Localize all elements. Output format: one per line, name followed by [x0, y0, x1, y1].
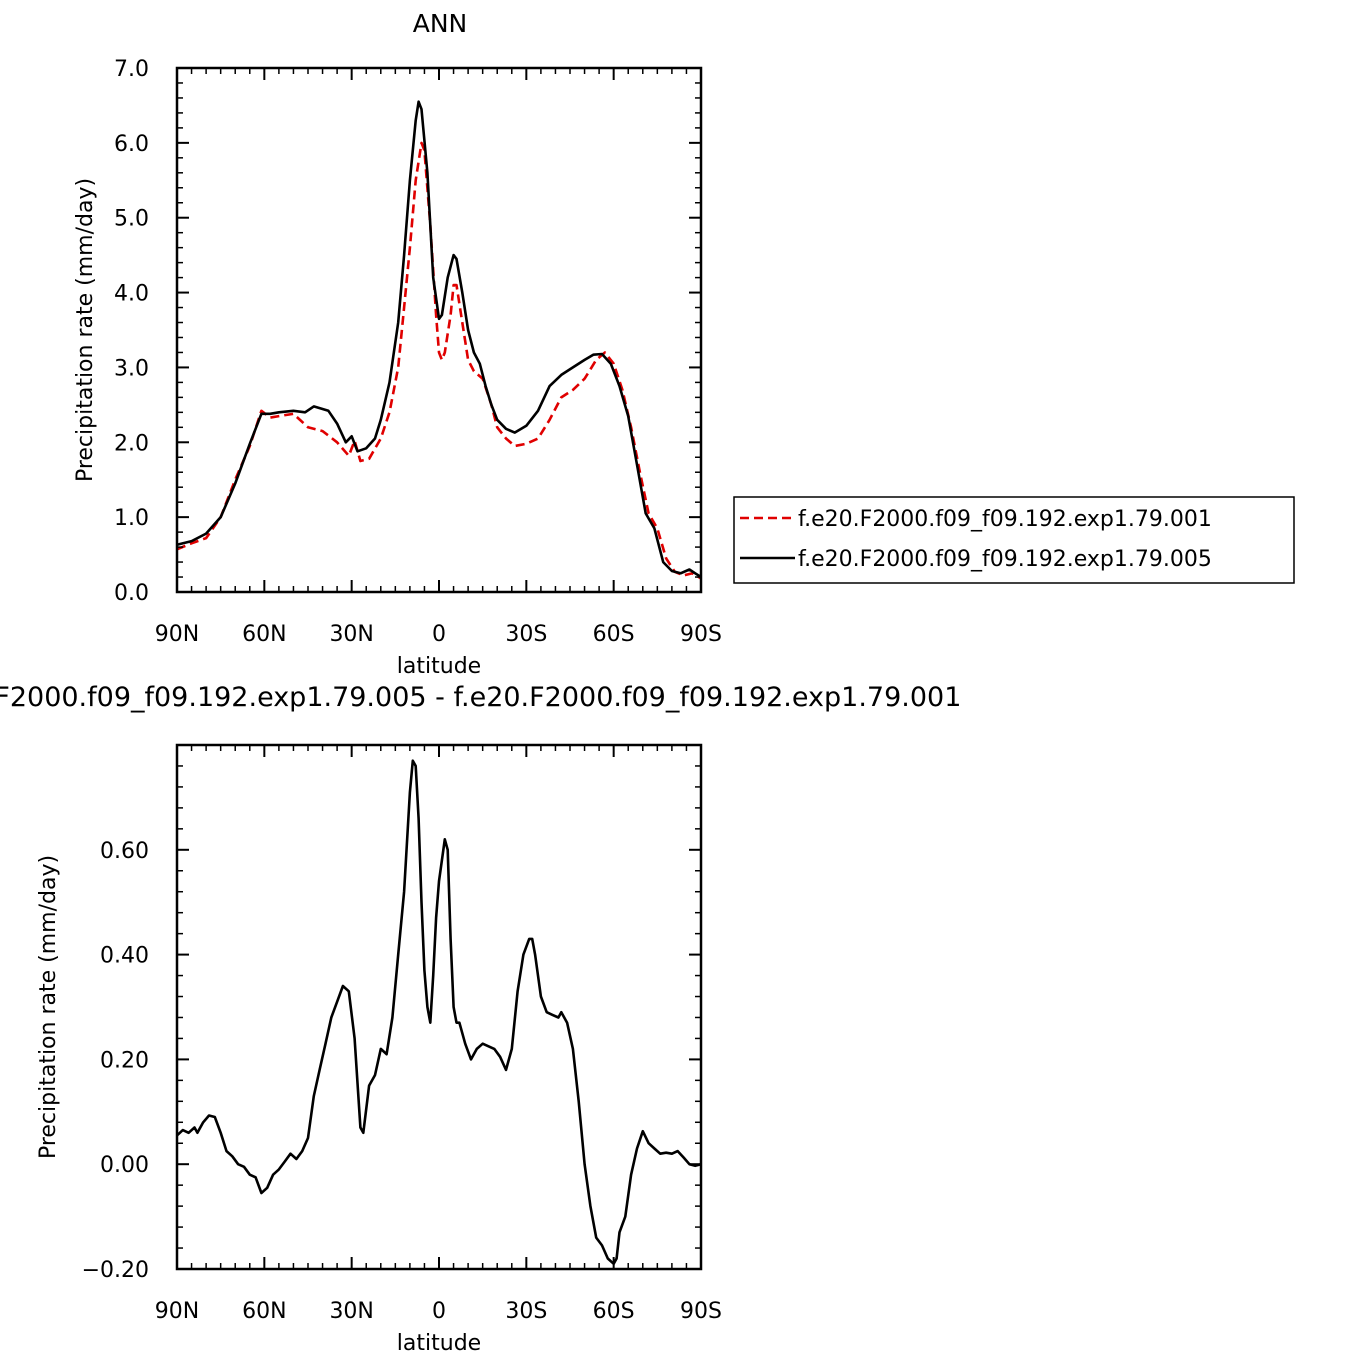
bottom-ylabel: Precipitation rate (mm/day): [36, 855, 61, 1159]
top-y-tick-label: 6.0: [114, 132, 149, 157]
bottom-x-tick-label: 60S: [593, 1299, 635, 1324]
top-series-line-1: [176, 141, 702, 580]
top-y-tick-label: 2.0: [114, 431, 149, 456]
legend: f.e20.F2000.f09_f09.192.exp1.79.001 f.e2…: [733, 496, 1295, 584]
bottom-plot-frame: [175, 743, 703, 1271]
top-y-tick-label: 0.0: [114, 581, 149, 606]
bottom-y-tick-label: 0.20: [100, 1048, 149, 1073]
top-ticks: 90N 60N 30N 0 30S 60S 90S 0.0 1.0 2.0 3.0 4.0 5.0 6.0…: [114, 57, 722, 647]
bottom-ticks: 90N 60N 30N 0 30S 60S 90S −0.20 0.00 0.20 0.40 0.60: [82, 744, 722, 1324]
top-x-tick-label: 0: [432, 622, 446, 647]
top-xlabel: latitude: [397, 654, 481, 679]
legend-label-series-2: f.e20.F2000.f09_f09.192.exp1.79.005: [798, 547, 1212, 572]
bottom-xlabel: latitude: [397, 1331, 481, 1356]
top-x-tick-label: 30N: [329, 622, 373, 647]
bottom-y-tick-label: 0.60: [100, 839, 149, 864]
top-x-tick-label: 90S: [680, 622, 722, 647]
top-series-layer: [176, 100, 702, 580]
bottom-x-tick-label: 90S: [680, 1299, 722, 1324]
top-y-tick-label: 5.0: [114, 207, 149, 232]
top-ylabel: Precipitation rate (mm/day): [73, 178, 98, 482]
bottom-y-tick-label: −0.20: [82, 1258, 149, 1283]
top-x-tick-label: 60N: [242, 622, 286, 647]
top-y-tick-label: 7.0: [114, 57, 149, 82]
top-y-tick-label: 1.0: [114, 506, 149, 531]
top-panel: ANN 90N 60N 30N 0 30S 60S 90S 0.0 1.0 2.0 3.0 4.0 5.…: [73, 9, 1295, 679]
top-title: ANN: [413, 9, 468, 38]
top-plot-frame: [175, 66, 703, 594]
legend-label-series-1: f.e20.F2000.f09_f09.192.exp1.79.001: [798, 507, 1212, 532]
bottom-series-line-1: [176, 759, 702, 1266]
bottom-x-tick-label: 30N: [329, 1299, 373, 1324]
bottom-x-tick-label: 90N: [155, 1299, 199, 1324]
bottom-x-tick-label: 60N: [242, 1299, 286, 1324]
bottom-series-layer: [176, 759, 702, 1266]
top-x-tick-label: 60S: [593, 622, 635, 647]
top-x-tick-label: 90N: [155, 622, 199, 647]
top-x-tick-label: 30S: [505, 622, 547, 647]
bottom-panel: f.e20.F2000.f09_f09.192.exp1.79.005 - f.…: [0, 682, 961, 1356]
bottom-x-tick-label: 0: [432, 1299, 446, 1324]
legend-box: [733, 496, 1295, 584]
top-y-tick-label: 4.0: [114, 282, 149, 307]
bottom-y-tick-label: 0.00: [100, 1153, 149, 1178]
bottom-y-tick-label: 0.40: [100, 944, 149, 969]
bottom-x-tick-label: 30S: [505, 1299, 547, 1324]
top-series-line-2: [176, 100, 702, 579]
bottom-title: f.e20.F2000.f09_f09.192.exp1.79.005 - f.…: [0, 682, 961, 713]
top-y-tick-label: 3.0: [114, 356, 149, 381]
